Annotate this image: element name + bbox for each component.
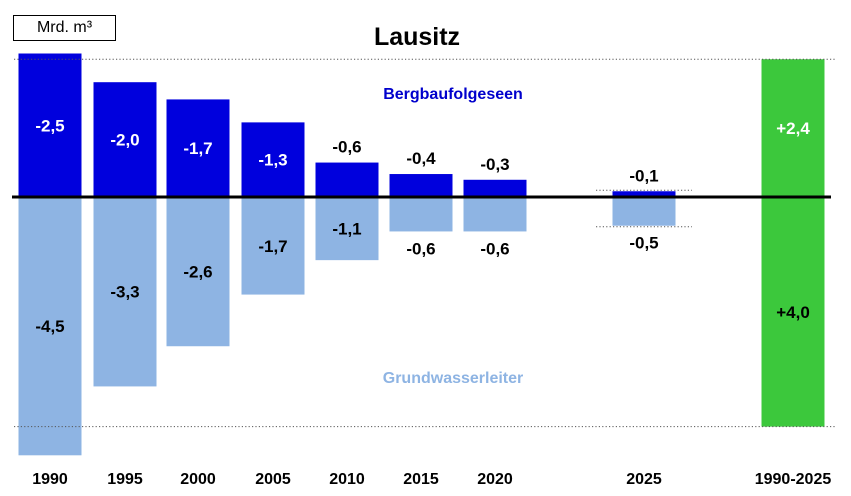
label-bergbaufolgeseen-1995: -2,0 [110,131,139,150]
bar-bergbaufolgeseen-1995 [93,82,157,197]
unit-label: Mrd. m³ [13,15,116,41]
label-grundwasserleiter-2005: -1,7 [258,237,287,256]
bar-grundwasserleiter-2005 [241,197,305,295]
bar-bergbaufolgeseen-2015 [389,174,453,197]
bar-grundwasserleiter-1995 [93,197,157,387]
bar-bergbaufolgeseen-2010 [315,162,379,197]
label-bergbaufolgeseen-2005: -1,3 [258,151,287,170]
bar-grundwasserleiter-2020 [463,197,527,232]
label-bergbaufolgeseen-1990-2025: +2,4 [776,119,810,138]
bar-grundwasserleiter-1990-2025 [761,197,825,427]
label-bergbaufolgeseen-2010: -0,6 [332,138,361,157]
x-tick-label-2020: 2020 [477,471,513,488]
x-tick-label-2015: 2015 [403,471,439,488]
label-grundwasserleiter-2025: -0,5 [629,234,658,253]
label-grundwasserleiter-1990-2025: +4,0 [776,303,810,322]
x-tick-label-1995: 1995 [107,471,143,488]
bar-bergbaufolgeseen-2025 [612,191,676,197]
bar-bergbaufolgeseen-1990 [18,53,82,197]
label-grundwasserleiter-2020: -0,6 [480,239,509,258]
legend-bergbaufolgeseen: Bergbaufolgeseen [383,86,523,103]
label-grundwasserleiter-1990: -4,5 [35,317,64,336]
bar-grundwasserleiter-2015 [389,197,453,232]
bar-grundwasserleiter-2010 [315,197,379,261]
x-tick-label-2025: 2025 [626,471,662,488]
label-grundwasserleiter-2000: -2,6 [183,263,212,282]
label-grundwasserleiter-2015: -0,6 [406,239,435,258]
x-tick-label-1990-2025: 1990-2025 [755,471,832,488]
bar-bergbaufolgeseen-1990-2025 [761,59,825,197]
bar-grundwasserleiter-2000 [166,197,230,347]
label-bergbaufolgeseen-2025: -0,1 [629,166,658,185]
bar-bergbaufolgeseen-2000 [166,99,230,197]
label-bergbaufolgeseen-2020: -0,3 [480,155,509,174]
label-bergbaufolgeseen-1990: -2,5 [35,116,64,135]
label-grundwasserleiter-2010: -1,1 [332,220,361,239]
chart-title: Lausitz [374,23,460,51]
x-tick-label-2010: 2010 [329,471,365,488]
bar-grundwasserleiter-2025 [612,197,676,226]
x-tick-label-1990: 1990 [32,471,68,488]
label-bergbaufolgeseen-2000: -1,7 [183,139,212,158]
bar-bergbaufolgeseen-2005 [241,122,305,197]
bar-bergbaufolgeseen-2020 [463,179,527,197]
legend-grundwasserleiter: Grundwasserleiter [383,370,524,387]
x-tick-label-2005: 2005 [255,471,291,488]
x-tick-label-2000: 2000 [180,471,216,488]
bar-grundwasserleiter-1990 [18,197,82,456]
label-bergbaufolgeseen-2015: -0,4 [406,149,436,168]
label-grundwasserleiter-1995: -3,3 [110,283,139,302]
